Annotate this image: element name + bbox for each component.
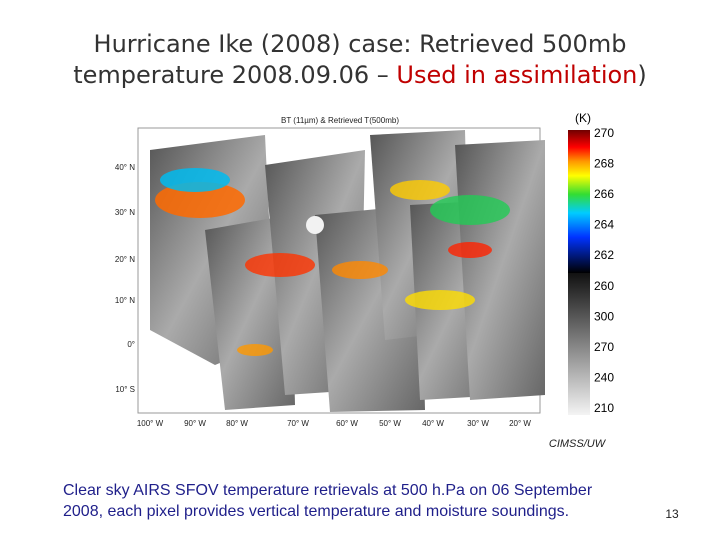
- lat-label: 10° S: [115, 385, 135, 394]
- credit: CIMSS/UW: [549, 438, 607, 450]
- lon-label: 80° W: [226, 419, 248, 428]
- lon-label: 70° W: [287, 419, 309, 428]
- retrieval-blob: [237, 344, 273, 356]
- retrieval-blob: [390, 180, 450, 200]
- retrieval-blob: [160, 168, 230, 192]
- caption-line1: Clear sky AIRS SFOV temperature retrieva…: [63, 482, 593, 499]
- retrieval-blob: [448, 242, 492, 258]
- colorbar-label: 210: [594, 401, 614, 415]
- colorbar-label: 300: [594, 309, 614, 323]
- lon-label: 90° W: [184, 419, 206, 428]
- lon-label: 50° W: [379, 419, 401, 428]
- retrieval-blob: [430, 195, 510, 225]
- colorbar-label: 240: [594, 370, 614, 384]
- lon-label: 60° W: [336, 419, 358, 428]
- colorbar-label: 270: [594, 340, 614, 354]
- colorbar-label: 264: [594, 218, 614, 232]
- lat-label: 30° N: [115, 208, 135, 217]
- title-highlight: Used in assimilation: [396, 61, 637, 89]
- lat-label: 40° N: [115, 163, 135, 172]
- colorbar-label: 268: [594, 157, 614, 171]
- lat-label: 0°: [127, 340, 135, 349]
- lat-labels: 40° N 30° N 20° N 10° N 0° 10° S: [115, 163, 135, 394]
- colorbar-label: 266: [594, 187, 614, 201]
- lon-label: 100° W: [137, 419, 164, 428]
- colorbar-label: 260: [594, 279, 614, 293]
- colorbar-gray: [568, 273, 590, 415]
- retrieval-blob: [155, 182, 245, 218]
- title-line1: Hurricane Ike (2008) case: Retrieved 500…: [94, 30, 627, 58]
- map-title: BT (11µm) & Retrieved T(500mb): [281, 116, 399, 125]
- lat-label: 20° N: [115, 255, 135, 264]
- retrieval-blob: [245, 253, 315, 277]
- colorbar-labels: 270 268 266 264 262 260 300 270 240 210: [594, 126, 614, 415]
- title-text: ): [637, 61, 646, 89]
- page-number: 13: [665, 507, 679, 521]
- title-text: temperature 2008.09.06 –: [73, 61, 396, 89]
- colorbar-label: 262: [594, 248, 614, 262]
- hurricane-eye: [306, 216, 324, 234]
- lat-label: 10° N: [115, 296, 135, 305]
- swath: [455, 140, 545, 400]
- colorbar-label: 270: [594, 126, 614, 140]
- colorbar-color: [568, 130, 590, 273]
- title-line2: temperature 2008.09.06 – Used in assimil…: [73, 61, 647, 89]
- map: BT (11µm) & Retrieved T(500mb): [137, 116, 545, 414]
- retrieval-blob: [332, 261, 388, 279]
- retrieval-blob: [405, 290, 475, 310]
- lon-label: 30° W: [467, 419, 489, 428]
- lon-label: 40° W: [422, 419, 444, 428]
- lon-label: 20° W: [509, 419, 531, 428]
- colorbar-unit: (K): [575, 111, 591, 125]
- caption-line2: 2008, each pixel provides vertical tempe…: [63, 503, 569, 520]
- lon-labels: 100° W 90° W 80° W 70° W 60° W 50° W 40° W 30° …: [137, 419, 532, 428]
